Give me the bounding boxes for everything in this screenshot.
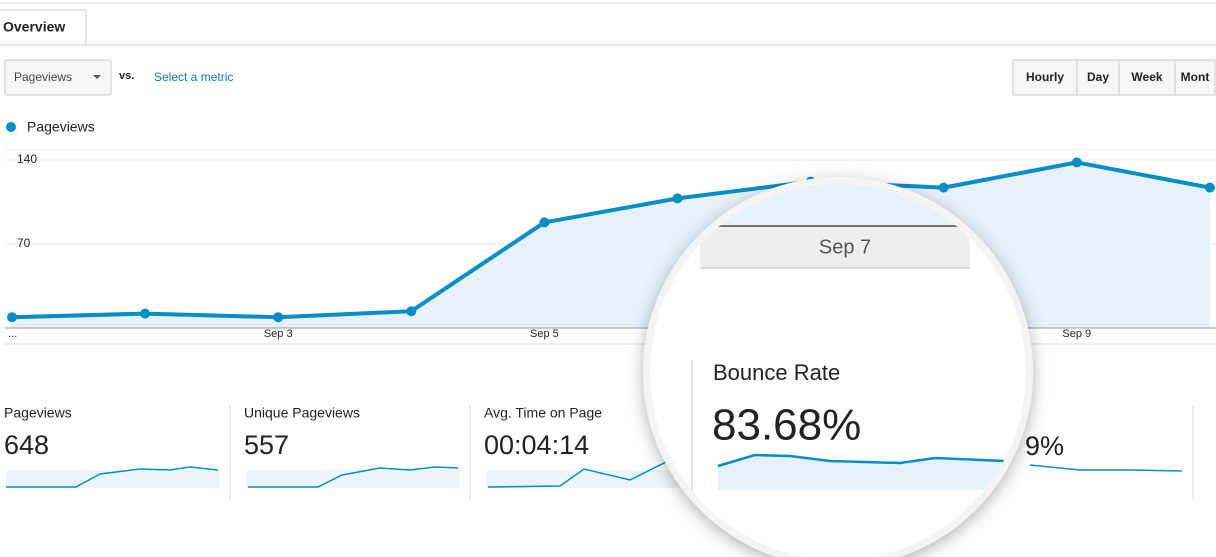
select-metric[interactable]: Select a metric [154, 70, 233, 84]
toolbar-button[interactable] [1076, 59, 1120, 96]
sparkline-bg [486, 470, 700, 488]
toolbar-button[interactable] [1118, 59, 1176, 96]
vs-label: vs. [119, 70, 134, 82]
tab[interactable]: Overview [3, 19, 65, 35]
dropdown-arrow [93, 75, 101, 79]
button-label: Mont [1181, 70, 1210, 84]
metric-label: Pageviews [14, 70, 72, 84]
button-label: Week [1131, 70, 1162, 84]
sparkline [6, 466, 219, 488]
point [1071, 157, 1082, 168]
tooltip-date: Sep 7 [819, 236, 871, 258]
button-label: Day [1087, 70, 1109, 84]
y-tick-label: 70 [17, 236, 31, 250]
scorecard-label: Pageviews [4, 405, 72, 421]
y-tick-label: 140 [17, 152, 37, 166]
toolbar-button[interactable] [1174, 59, 1216, 96]
toolbar-button[interactable] [1012, 59, 1078, 96]
point [406, 306, 417, 317]
sparkline [1029, 464, 1183, 472]
line [11, 160, 1211, 320]
sparkline [487, 458, 673, 488]
point [938, 182, 949, 193]
bounce-value: 83.68% [712, 401, 861, 450]
sparkline-area [718, 455, 1005, 490]
tooltip [700, 226, 970, 268]
x-tick-label: Sep 3 [264, 328, 293, 340]
sparkline-bg [246, 470, 460, 488]
point [539, 217, 550, 228]
x-tick-label: Sep 9 [1062, 328, 1091, 340]
scorecard-label: Unique Pageviews [244, 405, 360, 421]
scorecard-value: 648 [4, 430, 49, 460]
scorecard-label: Avg. Time on Page [484, 405, 602, 421]
x-tick-label: ... [8, 328, 17, 340]
point [1204, 182, 1215, 193]
partial-value: 9% [1025, 431, 1064, 461]
sparkline-bg [6, 470, 220, 488]
scorecard-value: 00:04:14 [484, 430, 589, 460]
sparkline [248, 466, 459, 488]
point [273, 312, 284, 323]
x-tick-label: Sep 5 [530, 328, 559, 340]
point [7, 312, 17, 323]
tab-shape [0, 9, 87, 46]
legend-dot [6, 122, 16, 132]
magnifier: Sep 7 Bounce Rate 83.68% [643, 177, 1033, 557]
scorecard-value: 557 [244, 430, 289, 460]
legend-label: Pageviews [27, 119, 95, 135]
point [140, 308, 151, 319]
sparkline [717, 453, 1006, 468]
metric-dropdown[interactable] [4, 59, 112, 96]
point [672, 193, 683, 204]
bounce-label: Bounce Rate [713, 360, 840, 385]
button-label: Hourly [1026, 70, 1064, 84]
